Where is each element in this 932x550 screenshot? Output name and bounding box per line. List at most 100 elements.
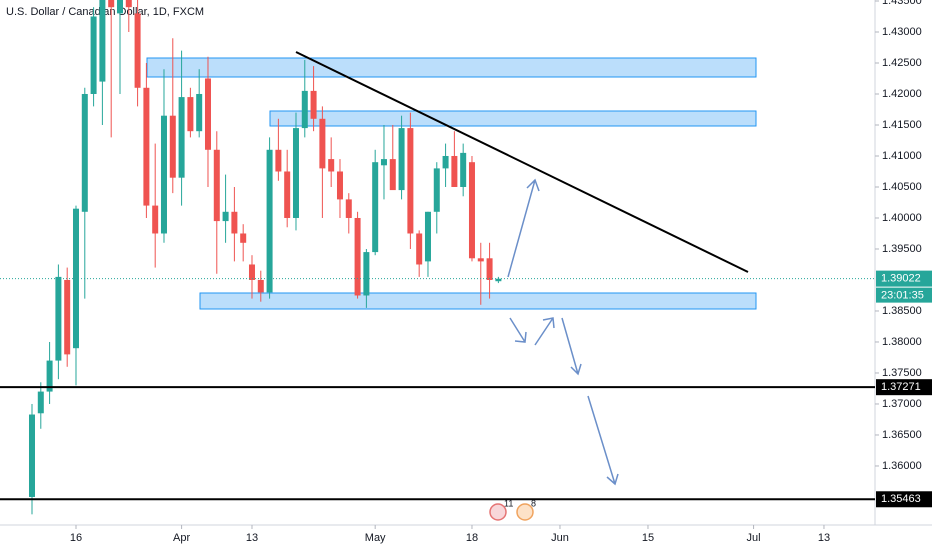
drawings [146,51,757,486]
countdown-label: 23:01:35 [881,290,924,302]
candle-body [310,90,317,119]
candle-body [495,278,502,282]
candle-body [424,211,431,262]
trend-line [295,51,749,273]
candle-body [460,152,467,187]
y-tick-label: 1.41500 [882,119,922,131]
y-tick-label: 1.43500 [882,0,922,7]
x-tick-label: 13 [818,532,830,544]
candle-body [81,93,88,212]
candle-body [477,258,484,262]
candle-body [222,211,229,222]
x-tick-label: 15 [642,532,654,544]
candle-body [187,97,194,132]
candle-body [257,279,264,293]
y-tick-label: 1.42000 [882,88,922,100]
candle-body [363,252,370,296]
x-tick-label: 13 [246,532,258,544]
y-tick-label: 1.39500 [882,243,922,255]
candle-body [275,149,282,172]
candle-body [160,115,167,234]
arrow [587,395,619,486]
candle-body [55,276,62,361]
candle-body [152,205,159,234]
x-tick-label: Jul [747,532,761,544]
candle-body [90,16,97,94]
candle-body [407,128,414,234]
candle-body [240,233,247,243]
event-icon [516,503,534,521]
last-price-label: 1.39022 [881,273,921,285]
candle-body [354,217,361,296]
candle-body [108,0,115,8]
y-tick-label: 1.37000 [882,398,922,410]
level-badge [876,491,932,508]
candle-body [266,149,273,293]
event-icon [489,503,507,521]
candles [28,0,502,515]
y-tick-label: 1.36000 [882,460,922,472]
candle-body [486,258,493,280]
candle-body [416,233,423,265]
y-tick-label: 1.37500 [882,367,922,379]
candle-body [169,115,176,178]
arrow [561,317,582,376]
arrow [507,178,540,278]
x-tick-label: 18 [466,532,478,544]
candle-body [284,171,291,218]
x-tick-label: Jun [551,532,569,544]
candle-body [389,159,396,191]
support-zone [199,292,757,310]
candle-body [380,159,387,166]
candle-body [204,78,211,150]
level-badge [876,379,932,396]
y-tick-label: 1.42500 [882,57,922,69]
candle-body [143,87,150,206]
last-price-badge [876,270,932,287]
candle-body [178,97,185,178]
candle-body [336,171,343,200]
candle-body [328,159,335,172]
candle-body [248,264,255,280]
candle-body [46,360,53,392]
x-tick-label: Apr [173,532,190,544]
level-label: 1.35463 [881,493,921,505]
candle-body [64,279,71,355]
event-count: 8 [531,498,536,508]
projection-arrows [507,178,619,486]
candle-body [468,162,475,259]
y-tick-label: 1.38500 [882,305,922,317]
candle-body [451,155,458,187]
candle-body [125,0,132,8]
candle-body [398,128,405,191]
y-tick-label: 1.36500 [882,429,922,441]
countdown-badge [876,287,932,303]
candle-body [134,13,141,88]
y-tick-label: 1.40500 [882,181,922,193]
arrow [534,317,555,346]
candle-body [196,93,203,132]
candle-body [372,162,379,253]
y-tick-label: 1.40000 [882,212,922,224]
candle-body [37,391,44,414]
y-tick-label: 1.43000 [882,26,922,38]
resistance-zone [269,110,757,127]
level-label: 1.37271 [881,381,921,393]
x-tick-label: May [365,532,386,544]
candle-body [292,128,299,218]
arrow [509,317,527,343]
candle-body [28,414,35,497]
event-count: 11 [504,498,513,508]
candle-body [433,168,440,212]
candle-body [442,155,449,169]
resistance-zone [146,57,757,78]
y-tick-label: 1.38000 [882,336,922,348]
x-tick-label: 16 [70,532,82,544]
candle-body [345,199,352,218]
candle-body [116,0,123,14]
candle-body [213,149,220,222]
candle-body [99,0,106,82]
y-tick-label: 1.41000 [882,150,922,162]
